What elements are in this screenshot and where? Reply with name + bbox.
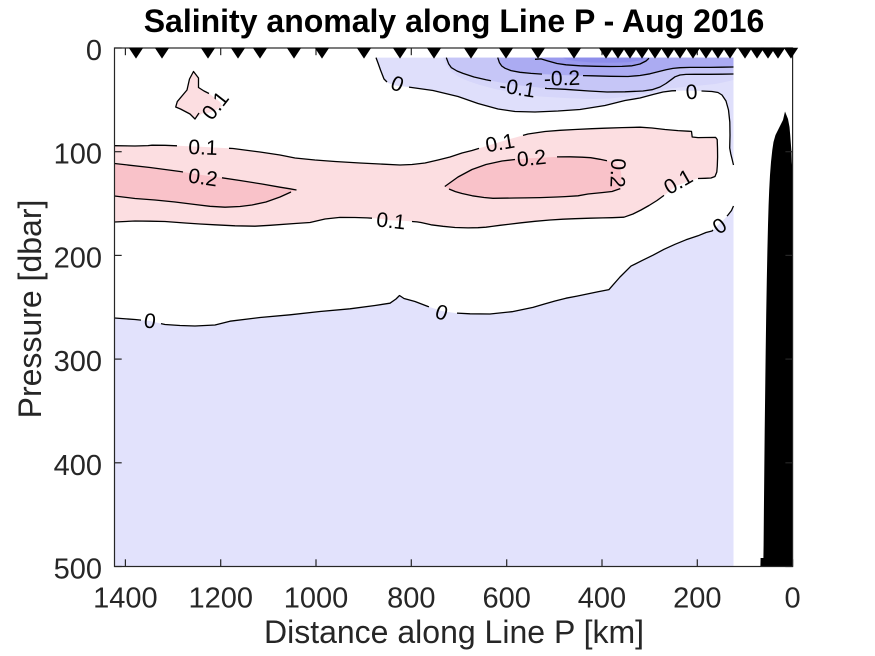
- svg-text:400: 400: [54, 450, 102, 482]
- svg-text:0.2: 0.2: [605, 158, 629, 188]
- svg-text:300: 300: [54, 346, 102, 378]
- svg-text:200: 200: [54, 242, 102, 274]
- svg-text:Salinity anomaly along Line P: Salinity anomaly along Line P - Aug 2016: [144, 3, 765, 39]
- svg-text:400: 400: [578, 583, 626, 615]
- svg-text:0: 0: [86, 35, 102, 67]
- svg-text:800: 800: [387, 583, 435, 615]
- svg-text:Distance along Line P [km]: Distance along Line P [km]: [264, 614, 644, 650]
- svg-text:100: 100: [54, 139, 102, 171]
- svg-text:1400: 1400: [93, 583, 158, 615]
- svg-text:0.1: 0.1: [188, 136, 218, 160]
- svg-text:0.2: 0.2: [516, 146, 547, 172]
- svg-text:Pressure [dbar]: Pressure [dbar]: [12, 200, 48, 419]
- svg-text:-0.2: -0.2: [544, 67, 581, 91]
- svg-text:0: 0: [685, 81, 699, 105]
- svg-text:0.1: 0.1: [484, 130, 517, 158]
- svg-text:1000: 1000: [284, 583, 349, 615]
- svg-text:200: 200: [673, 583, 721, 615]
- svg-text:1200: 1200: [188, 583, 253, 615]
- svg-text:0: 0: [785, 583, 801, 615]
- svg-text:0.2: 0.2: [187, 165, 219, 192]
- svg-text:0: 0: [143, 309, 157, 333]
- svg-text:0.1: 0.1: [375, 209, 406, 235]
- svg-text:-0.1: -0.1: [498, 74, 537, 102]
- svg-text:600: 600: [483, 583, 531, 615]
- svg-text:500: 500: [54, 554, 102, 586]
